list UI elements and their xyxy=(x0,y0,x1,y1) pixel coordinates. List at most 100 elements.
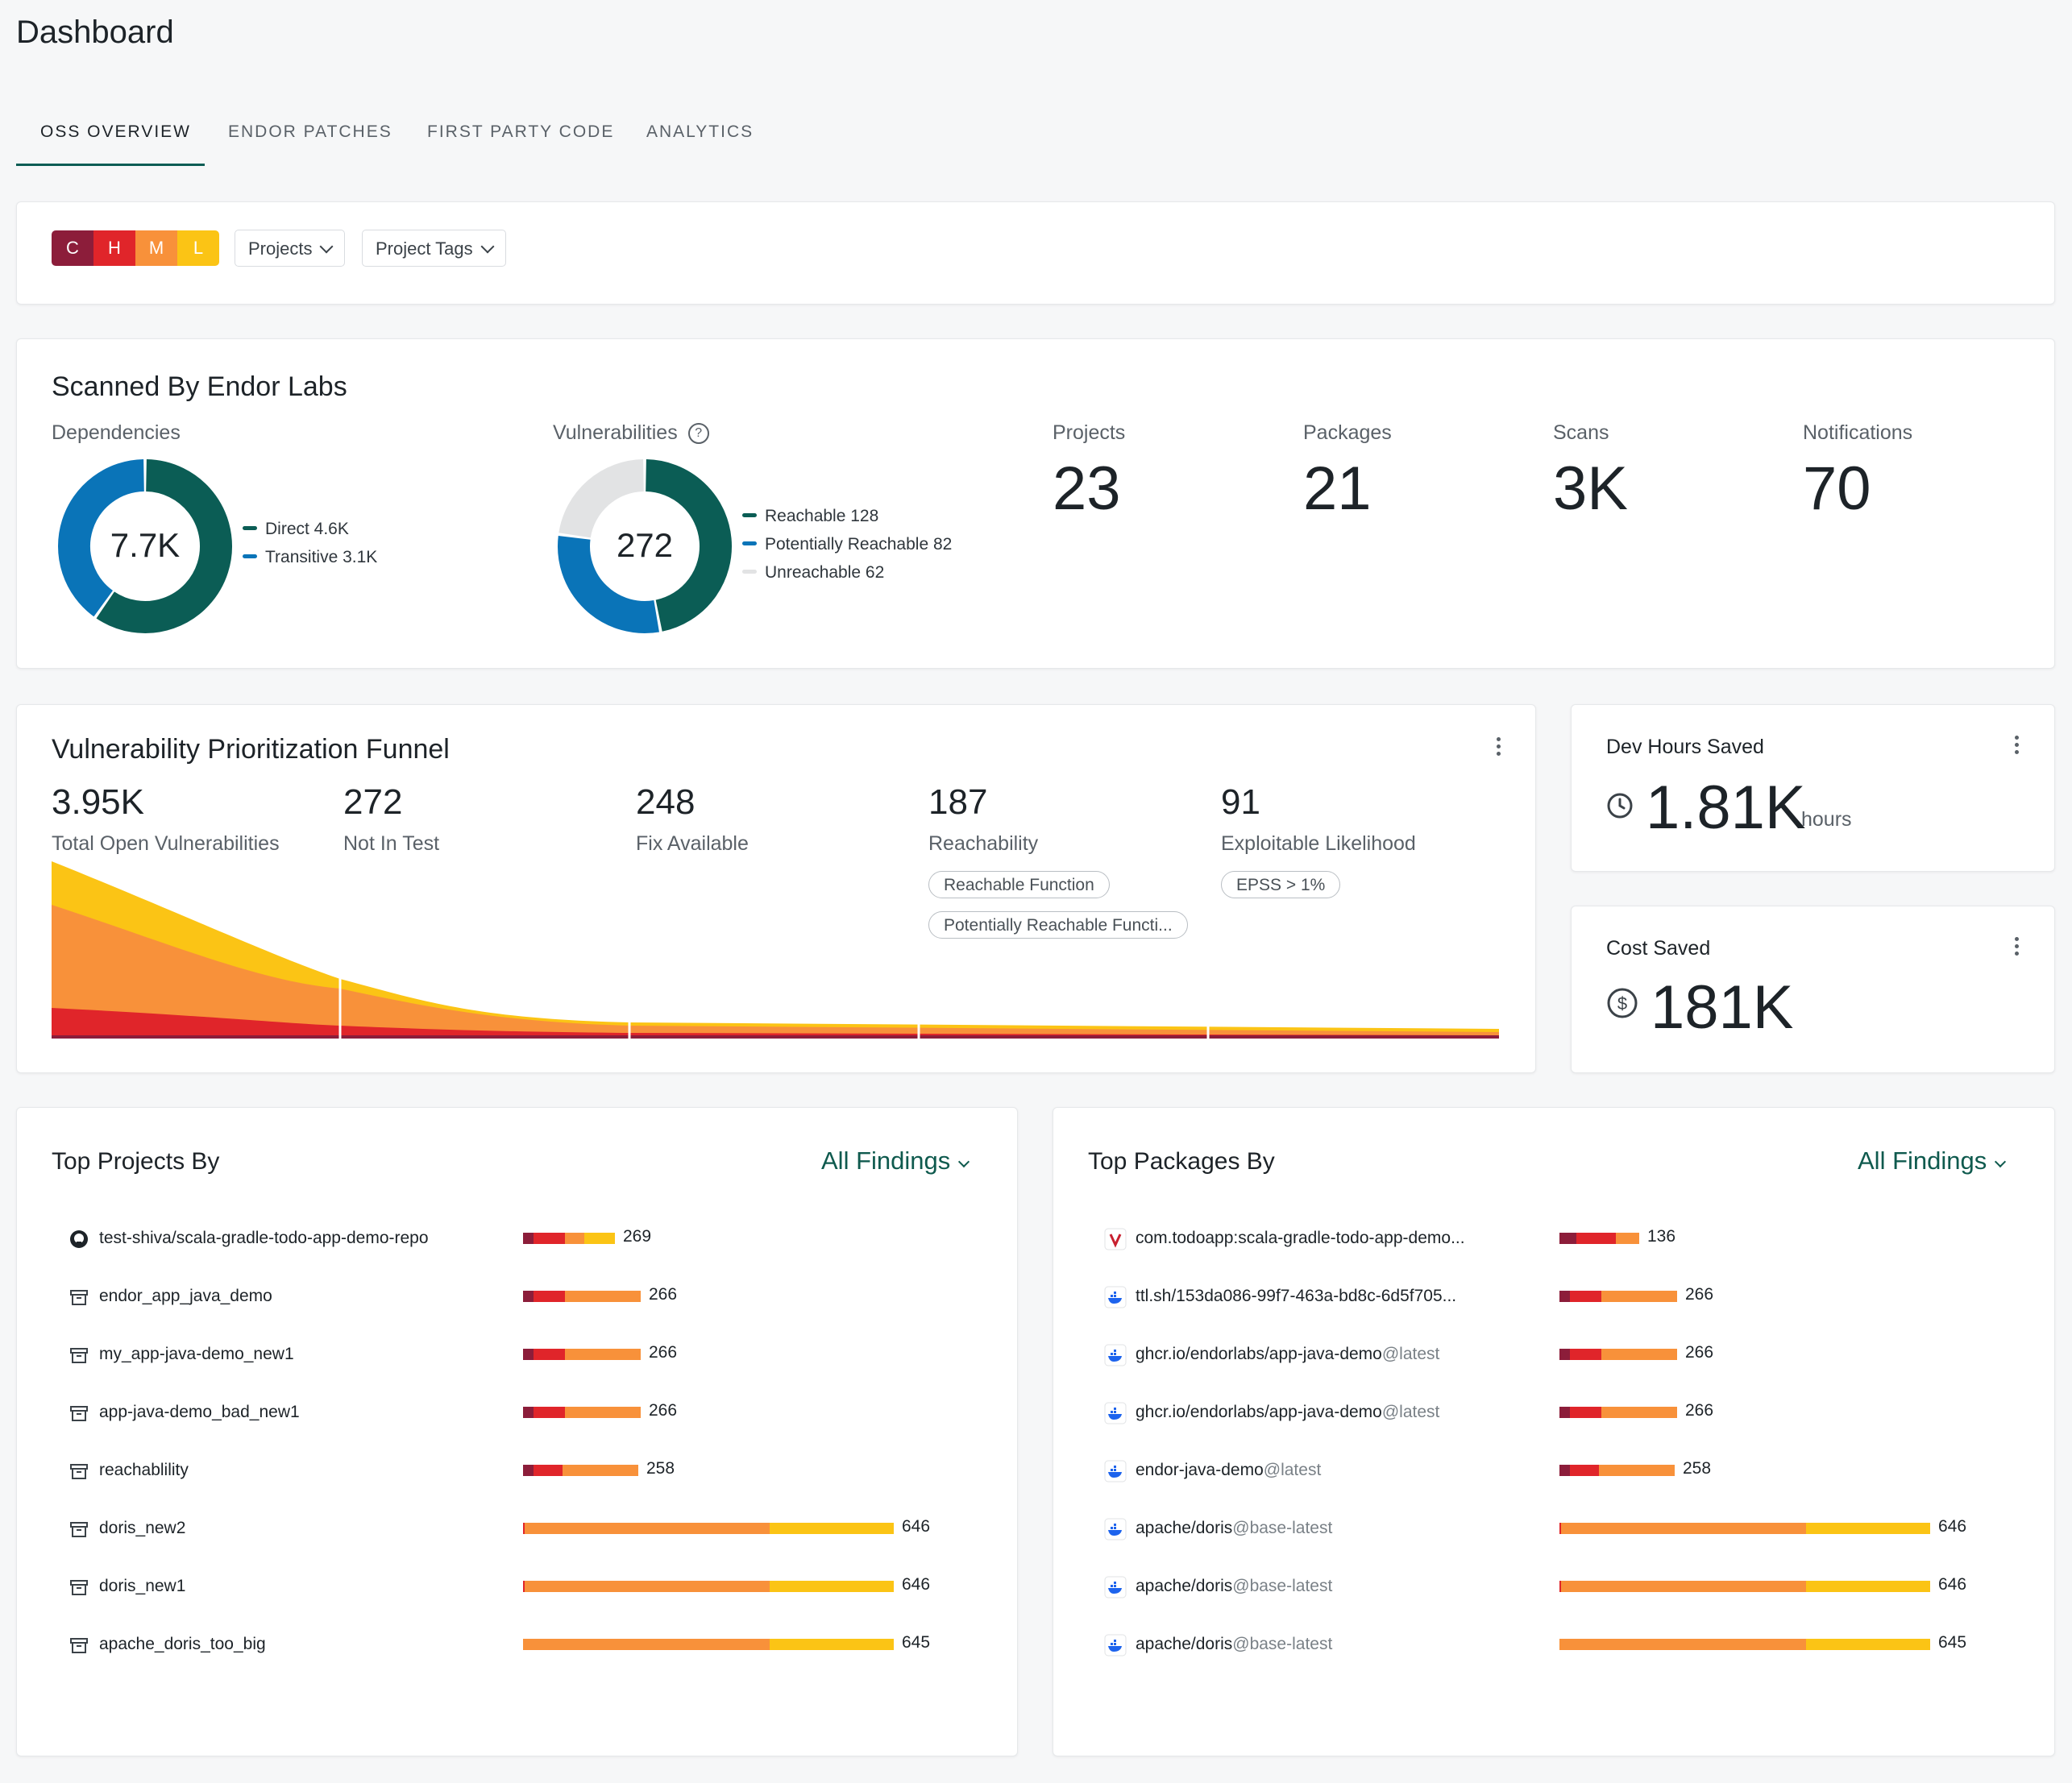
stat-packages-value[interactable]: 21 xyxy=(1303,454,1372,523)
package-row-severity-bar[interactable] xyxy=(1559,1523,1930,1534)
project-row-bar-h xyxy=(523,1523,525,1534)
package-row-name[interactable]: apache/doris@base-latest xyxy=(1136,1577,1332,1596)
project-row-name-text: apache_doris_too_big xyxy=(99,1635,266,1653)
chip-potentially-reachable-function[interactable]: Potentially Reachable Functi... xyxy=(928,911,1188,939)
tab-endor-patches[interactable]: ENDOR PATCHES xyxy=(228,122,392,141)
package-row-name-text: endor-java-demo xyxy=(1136,1461,1264,1479)
project-row-name[interactable]: doris_new2 xyxy=(99,1519,185,1538)
package-row-severity-bar[interactable] xyxy=(1559,1639,1930,1650)
package-row-name[interactable]: apache/doris@base-latest xyxy=(1136,1635,1332,1654)
stat-scans-label: Scans xyxy=(1553,421,1609,444)
project-row-name[interactable]: reachablility xyxy=(99,1461,189,1480)
package-row-name[interactable]: com.todoapp:scala-gradle-todo-app-demo..… xyxy=(1136,1229,1465,1248)
top-projects-title: Top Projects By xyxy=(52,1148,220,1175)
project-row-count: 266 xyxy=(649,1401,678,1420)
package-row-severity-bar[interactable] xyxy=(1559,1349,1677,1360)
dev-hours-label: Dev Hours Saved xyxy=(1606,736,1764,758)
vulnerabilities-total: 272 xyxy=(617,526,673,564)
dependencies-segment-2[interactable] xyxy=(58,459,145,617)
project-row-bar-c xyxy=(523,1349,534,1360)
help-icon[interactable]: ? xyxy=(687,423,709,445)
top-projects-filter-label: All Findings xyxy=(821,1147,951,1175)
severity-medium-button[interactable]: M xyxy=(135,230,177,266)
funnel-chart xyxy=(52,861,1499,1039)
severity-critical-button[interactable]: C xyxy=(52,230,93,266)
tab-first-party-code[interactable]: FIRST PARTY CODE xyxy=(427,122,615,141)
project-tags-dropdown[interactable]: Project Tags xyxy=(362,230,506,267)
vulnerabilities-segment-1[interactable] xyxy=(645,459,732,632)
top-packages-filter-dropdown[interactable]: All Findings xyxy=(1858,1147,2007,1176)
chevron-down-icon xyxy=(480,239,495,254)
top-projects-card: Top Projects By All Findings test-shiva/… xyxy=(16,1107,1018,1756)
chevron-down-icon xyxy=(319,239,334,254)
project-row-name-text: doris_new2 xyxy=(99,1519,186,1537)
project-row-bar-c xyxy=(523,1291,534,1302)
package-row-count: 266 xyxy=(1685,1401,1714,1420)
legend-swatch xyxy=(243,525,257,530)
legend-reachable-label: Reachable 128 xyxy=(765,507,879,525)
project-row-severity-bar[interactable] xyxy=(523,1523,894,1534)
project-row-severity-bar[interactable] xyxy=(523,1581,894,1592)
package-row-name[interactable]: ghcr.io/endorlabs/app-java-demo@latest xyxy=(1136,1403,1439,1422)
more-options-icon[interactable] xyxy=(2015,736,2020,757)
project-row-severity-bar[interactable] xyxy=(523,1233,615,1244)
project-row-bar-h xyxy=(534,1407,565,1418)
package-row-severity-bar[interactable] xyxy=(1559,1581,1930,1592)
project-row-name[interactable]: app-java-demo_bad_new1 xyxy=(99,1403,300,1422)
severity-low-button[interactable]: L xyxy=(177,230,219,266)
package-row-name[interactable]: endor-java-demo@latest xyxy=(1136,1461,1321,1480)
funnel-card: Vulnerability Prioritization Funnel 3.95… xyxy=(16,704,1536,1073)
package-row-name[interactable]: ttl.sh/153da086-99f7-463a-bd8c-6d5f705..… xyxy=(1136,1287,1456,1306)
stat-projects-value[interactable]: 23 xyxy=(1053,454,1121,523)
project-row-severity-bar[interactable] xyxy=(523,1407,641,1418)
project-row-count: 269 xyxy=(623,1227,652,1246)
vulnerabilities-donut[interactable]: 272 xyxy=(555,457,734,636)
tab-oss-overview[interactable]: OSS OVERVIEW xyxy=(40,122,191,141)
package-row-name-text: ghcr.io/endorlabs/app-java-demo xyxy=(1136,1345,1382,1363)
vulnerabilities-segment-3[interactable] xyxy=(558,459,645,539)
project-row-name[interactable]: apache_doris_too_big xyxy=(99,1635,266,1654)
project-row-name[interactable]: endor_app_java_demo xyxy=(99,1287,272,1306)
project-row-name[interactable]: doris_new1 xyxy=(99,1577,185,1596)
project-row-severity-bar[interactable] xyxy=(523,1291,641,1302)
package-row-severity-bar[interactable] xyxy=(1559,1291,1677,1302)
dependencies-donut[interactable]: 7.7K xyxy=(56,457,235,636)
package-row-severity-bar[interactable] xyxy=(1559,1407,1677,1418)
package-row-bar-m xyxy=(1561,1523,1806,1534)
stat-scans-value[interactable]: 3K xyxy=(1553,454,1628,523)
project-row-bar-l xyxy=(770,1581,894,1592)
docker-icon xyxy=(1103,1343,1127,1367)
chip-epss[interactable]: EPSS > 1% xyxy=(1221,871,1341,898)
project-row-name[interactable]: test-shiva/scala-gradle-todo-app-demo-re… xyxy=(99,1229,429,1248)
project-row-severity-bar[interactable] xyxy=(523,1639,894,1650)
package-row-tag: @base-latest xyxy=(1232,1577,1333,1595)
tab-analytics[interactable]: ANALYTICS xyxy=(646,122,754,141)
package-row-severity-bar[interactable] xyxy=(1559,1233,1639,1244)
project-row-bar-h xyxy=(534,1233,565,1244)
package-row-bar-m xyxy=(1601,1349,1677,1360)
project-row-name-text: reachablility xyxy=(99,1461,189,1479)
active-tab-indicator xyxy=(16,164,205,166)
dependencies-label: Dependencies xyxy=(52,421,181,444)
vulnerabilities-segment-2[interactable] xyxy=(558,535,659,633)
package-row-name[interactable]: apache/doris@base-latest xyxy=(1136,1519,1332,1538)
more-options-icon[interactable] xyxy=(1497,737,1501,758)
docker-icon xyxy=(1103,1459,1127,1483)
top-projects-filter-dropdown[interactable]: All Findings xyxy=(821,1147,970,1176)
package-row-severity-bar[interactable] xyxy=(1559,1465,1675,1476)
vulnerabilities-label-text: Vulnerabilities xyxy=(553,421,678,444)
project-row-count: 645 xyxy=(902,1633,931,1652)
project-row-name[interactable]: my_app-java-demo_new1 xyxy=(99,1345,294,1364)
severity-filter[interactable]: C H M L xyxy=(52,230,219,266)
dependencies-segment-1[interactable] xyxy=(96,459,232,633)
package-row-name[interactable]: ghcr.io/endorlabs/app-java-demo@latest xyxy=(1136,1345,1439,1364)
project-row-bar-l xyxy=(584,1233,615,1244)
stat-notifications-value[interactable]: 70 xyxy=(1803,454,1871,523)
dollar-icon: $ xyxy=(1607,988,1638,1018)
project-row-severity-bar[interactable] xyxy=(523,1349,641,1360)
chip-reachable-function[interactable]: Reachable Function xyxy=(928,871,1110,898)
severity-high-button[interactable]: H xyxy=(93,230,135,266)
project-row-severity-bar[interactable] xyxy=(523,1465,638,1476)
projects-dropdown[interactable]: Projects xyxy=(235,230,346,267)
more-options-icon[interactable] xyxy=(2015,937,2020,958)
